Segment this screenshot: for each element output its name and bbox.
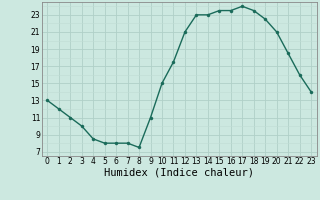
X-axis label: Humidex (Indice chaleur): Humidex (Indice chaleur) — [104, 168, 254, 178]
